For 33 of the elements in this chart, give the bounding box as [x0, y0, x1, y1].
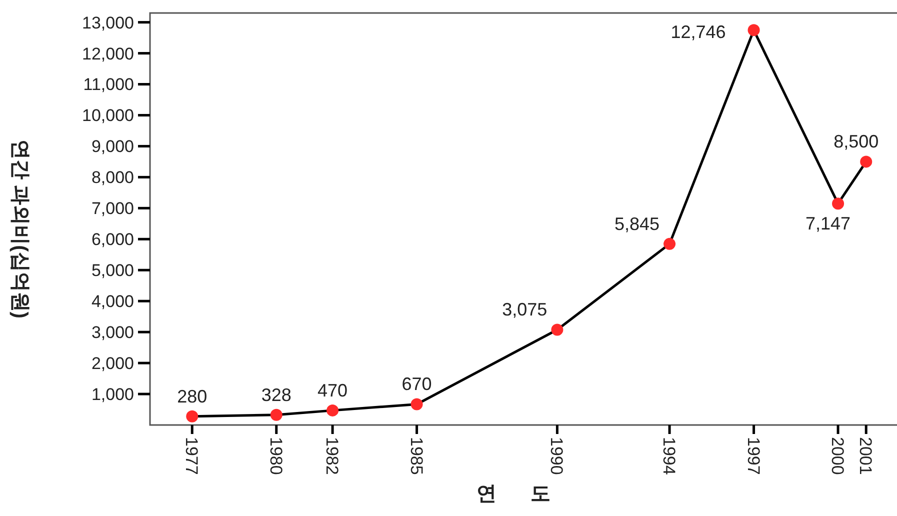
data-label: 3,075: [502, 300, 548, 320]
y-tick-label: 11,000: [83, 75, 134, 94]
y-tick-label: 2,000: [91, 354, 134, 374]
x-tick-label: 1985: [406, 437, 426, 475]
x-tick-label: 1977: [182, 437, 202, 475]
y-tick-label: 8,000: [91, 168, 134, 188]
data-label: 470: [318, 380, 348, 400]
x-tick-label: 1990: [547, 437, 566, 475]
y-tick-label: 12,000: [82, 44, 134, 64]
data-label: 8,500: [834, 132, 879, 152]
y-axis-title: 연간 과외비(십억원): [9, 140, 31, 318]
y-tick-label: 10,000: [82, 106, 134, 126]
y-tick-label: 9,000: [91, 137, 134, 156]
data-label: 280: [177, 386, 208, 406]
y-tick-label: 13,000: [82, 13, 134, 32]
x-tick-label: 2001: [856, 437, 876, 475]
x-tick-label: 1982: [322, 437, 342, 475]
y-tick-label: 5,000: [91, 261, 134, 280]
y-tick-label: 3,000: [91, 323, 134, 342]
x-tick-label: 1980: [266, 437, 286, 475]
y-tick-label: 6,000: [91, 230, 134, 250]
x-tick-label: 2000: [828, 437, 848, 475]
data-label: 12,746: [670, 22, 726, 42]
data-label: 7,147: [806, 214, 851, 234]
y-tick-label: 7,000: [91, 199, 134, 218]
x-tick-label: 1994: [660, 437, 679, 475]
y-tick-label: 4,000: [91, 292, 134, 312]
data-label: 5,845: [614, 214, 660, 234]
data-label: 670: [402, 374, 432, 394]
x-axis-title: 연 도: [476, 483, 564, 505]
y-tick-label: 1,000: [91, 385, 134, 404]
data-label: 328: [261, 384, 292, 405]
x-tick-label: 1997: [744, 437, 763, 475]
